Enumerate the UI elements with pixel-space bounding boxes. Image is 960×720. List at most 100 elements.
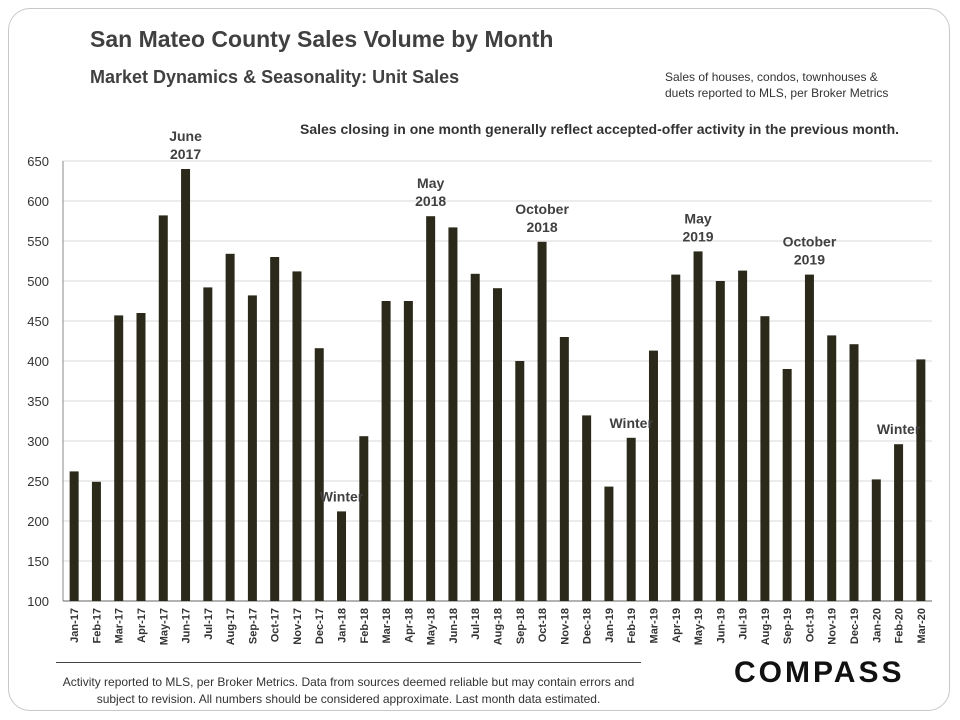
bar [693,251,703,601]
bar [537,241,547,602]
chart-note: Sales closing in one month generally ref… [300,121,900,137]
annotation-label: Winter [320,488,364,504]
x-tick-label: Sep-17 [247,608,259,644]
x-tick-label: Dec-18 [582,608,594,644]
x-tick-label: Mar-20 [916,608,928,643]
x-tick-label: Jul-19 [738,608,750,640]
bar [626,437,636,601]
x-tick-label: Oct-19 [804,608,816,642]
bar [247,295,257,601]
annotation-label: October 2018 [515,201,569,235]
x-tick-label: Nov-17 [292,608,304,645]
bar [715,281,725,601]
x-tick-label: Mar-18 [381,608,393,643]
x-tick-label: Jan-18 [337,608,349,643]
bar [359,436,369,601]
x-tick-label: Feb-17 [91,608,103,643]
y-tick-label: 650 [27,154,49,169]
y-tick-label: 100 [27,594,49,609]
footnote-divider [56,662,641,663]
x-tick-label: Aug-17 [225,608,237,645]
bar [916,359,926,601]
x-tick-label: Oct-17 [270,608,282,642]
x-tick-label: Jun-17 [181,608,193,643]
bar [738,270,748,601]
x-tick-label: Sep-18 [515,608,527,644]
bar [225,253,235,602]
bar [470,273,480,601]
bar [426,216,436,601]
data-source-note: Sales of houses, condos, townhouses & du… [665,70,889,100]
x-tick-label: Jan-20 [871,608,883,643]
y-tick-label: 200 [27,514,49,529]
bar [292,271,302,601]
bar [337,511,347,601]
bar [158,215,168,601]
x-tick-label: Nov-19 [827,608,839,645]
bar [894,444,904,601]
bar [582,415,592,601]
y-tick-label: 400 [27,354,49,369]
x-tick-label: Mar-19 [648,608,660,643]
x-tick-label: Dec-17 [314,608,326,644]
x-tick-label: Sep-19 [782,608,794,644]
bar [91,481,101,601]
bar [648,350,658,601]
y-tick-label: 550 [27,234,49,249]
y-tick-label: 250 [27,474,49,489]
x-tick-label: Feb-18 [359,608,371,643]
bar [604,486,614,601]
annotation-label: June 2017 [169,128,202,162]
x-tick-label: Feb-19 [626,608,638,643]
bar [136,313,146,601]
bar [871,479,881,601]
bar [515,361,525,601]
bar [493,288,502,601]
y-tick-label: 500 [27,274,49,289]
bar [314,348,324,601]
annotation-label: October 2019 [783,234,837,268]
bar [403,301,413,601]
x-tick-label: Mar-17 [114,608,126,643]
x-tick-label: Jun-19 [715,608,727,643]
bar [69,471,79,601]
chart-subtitle: Market Dynamics & Seasonality: Unit Sale… [90,67,460,87]
bar [181,169,191,601]
y-tick-label: 600 [27,194,49,209]
bar [114,315,124,601]
y-tick-label: 350 [27,394,49,409]
x-tick-label: May-18 [426,608,438,645]
y-tick-label: 300 [27,434,49,449]
annotation-label: May 2018 [415,175,446,209]
x-tick-label: Apr-18 [403,608,415,643]
annotation-label: May 2019 [682,210,713,244]
x-tick-label: Jun-18 [448,608,460,643]
x-tick-label: Apr-17 [136,608,148,643]
bar [760,316,770,601]
y-tick-label: 150 [27,554,49,569]
footnote: Activity reported to MLS, per Broker Met… [62,675,635,706]
bar [448,227,458,601]
bar [203,287,213,601]
bar [381,301,391,601]
x-tick-label: Jan-19 [604,608,616,643]
bar [827,335,837,601]
bar [270,257,280,601]
y-tick-label: 450 [27,314,49,329]
bar [849,344,859,601]
x-tick-label: Dec-19 [849,608,861,644]
x-tick-label: Apr-19 [671,608,683,643]
x-tick-label: May-19 [693,608,705,645]
x-tick-label: Oct-18 [537,608,549,642]
bar [782,369,792,601]
x-tick-label: Jan-17 [69,608,81,643]
x-tick-label: Aug-18 [493,608,505,645]
x-tick-label: Jul-18 [470,608,482,640]
bar [671,274,681,601]
x-tick-label: May-17 [158,608,170,645]
compass-logo: COMPASS [734,656,905,689]
x-tick-label: Feb-20 [894,608,906,643]
x-tick-label: Aug-19 [760,608,772,645]
chart-title: San Mateo County Sales Volume by Month [90,26,554,52]
